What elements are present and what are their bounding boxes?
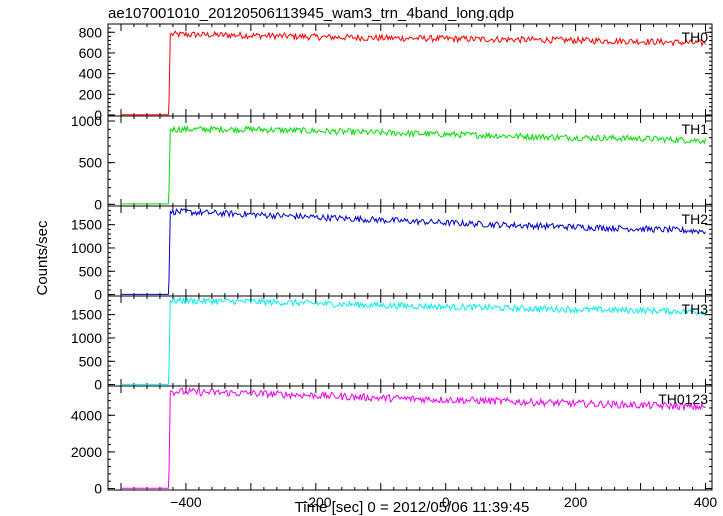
panel-frame-TH0 (107, 23, 713, 117)
y-tick-label-TH3: 500 (79, 353, 103, 369)
y-tick-label-TH2: 1000 (71, 240, 102, 256)
y-tick-label-TH0: 400 (79, 66, 103, 82)
y-tick-label-TH1: 500 (79, 155, 103, 171)
y-tick-label-TH3: 1500 (71, 307, 102, 323)
y-tick-label-TH0: 200 (79, 86, 103, 102)
panel-label-TH1: TH1 (682, 121, 709, 137)
y-tick-label-TH1: 0 (94, 196, 102, 212)
series-line-TH2 (121, 207, 706, 295)
y-tick-label-TH3: 0 (94, 377, 102, 393)
y-tick-label-TH0123: 2000 (71, 444, 102, 460)
panel-label-TH3: TH3 (682, 301, 709, 317)
panel-label-TH0123: TH0123 (658, 391, 708, 407)
y-tick-label-TH2: 500 (79, 263, 103, 279)
y-tick-label-TH3: 1000 (71, 330, 102, 346)
y-tick-label-TH0: 600 (79, 45, 103, 61)
series-line-TH3 (121, 296, 706, 385)
series-line-TH1 (121, 124, 706, 205)
y-axis-label: Counts/sec (34, 220, 51, 296)
panel-label-TH0: TH0 (682, 29, 709, 45)
x-tick-label: 200 (564, 494, 588, 510)
y-tick-label-TH2: 0 (94, 287, 102, 303)
series-line-TH0123 (121, 387, 706, 489)
series-line-TH0 (121, 30, 706, 116)
x-tick-label: −400 (170, 494, 202, 510)
x-tick-label: 0 (442, 494, 450, 510)
y-tick-label-TH2: 1500 (71, 217, 102, 233)
panels-group: 0 200 400 600 800 TH0 0 500 1000 TH1 0 500 1000 1500 T… (71, 23, 718, 510)
x-axis-label: Time [sec] 0 = 2012/05/06 11:39:45 (295, 499, 530, 516)
chart-title: ae107001010_20120506113945_wam3_trn_4ban… (108, 5, 514, 22)
y-tick-label-TH0123: 4000 (71, 407, 102, 423)
panel-frame-TH0123 (107, 385, 713, 491)
x-tick-label: −200 (300, 494, 332, 510)
x-tick-label: 400 (694, 494, 718, 510)
y-tick-label-TH0: 0 (94, 107, 102, 123)
panel-frame-TH2 (107, 205, 713, 297)
y-tick-label-TH0123: 0 (94, 481, 102, 497)
panel-label-TH2: TH2 (682, 211, 709, 227)
y-tick-label-TH0: 800 (79, 24, 103, 40)
y-tick-label-TH1: 1000 (71, 113, 102, 129)
panel-frame-TH1 (107, 115, 713, 207)
